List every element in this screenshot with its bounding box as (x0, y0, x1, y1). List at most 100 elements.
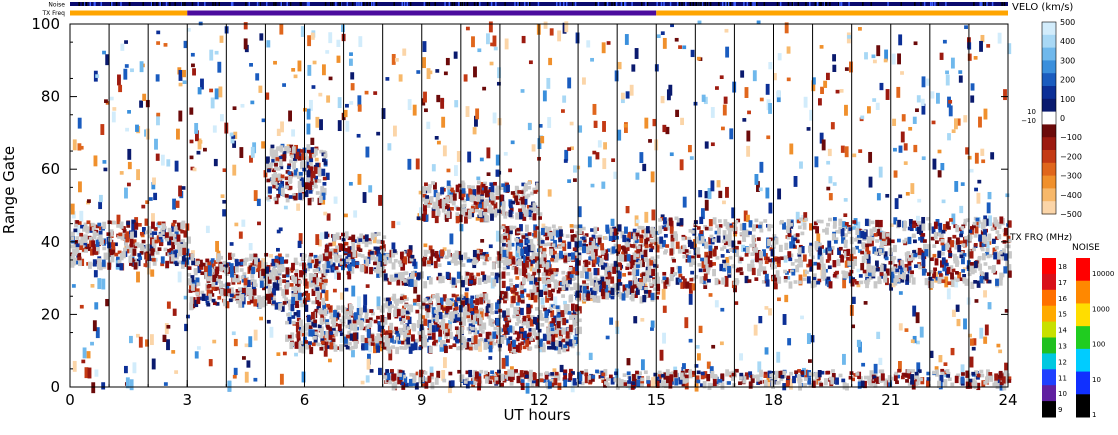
echo-cell (486, 33, 490, 45)
echo-cell (397, 272, 402, 280)
echo-cell (484, 338, 489, 342)
echo-cell (303, 297, 308, 302)
echo-cell (405, 313, 409, 318)
echo-cell (412, 375, 417, 384)
echo-cell (128, 335, 133, 344)
echo-cell (291, 193, 296, 197)
echo-cell (629, 84, 634, 96)
echo-cell (383, 258, 388, 263)
echo-cell (620, 99, 625, 104)
noise-bar-tick (726, 2, 728, 6)
echo-cell (258, 302, 263, 307)
echo-cell (497, 67, 501, 79)
echo-cell (470, 314, 475, 322)
echo-cell (956, 118, 961, 126)
echo-cell (466, 326, 471, 331)
echo-cell (257, 260, 262, 268)
echo-cell (298, 173, 303, 181)
echo-cell (362, 192, 367, 203)
echo-cell (404, 341, 409, 349)
echo-cell (560, 313, 565, 317)
echo-cell (503, 317, 508, 322)
echo-cell (480, 330, 485, 334)
echo-cell (425, 304, 430, 309)
echo-cell (523, 335, 528, 343)
echo-cell (831, 369, 835, 373)
echo-cell (90, 341, 94, 346)
echo-cell (360, 318, 365, 322)
echo-cell (521, 35, 526, 44)
echo-cell (960, 182, 965, 186)
echo-cell (344, 241, 349, 246)
echo-cell (240, 261, 245, 266)
echo-cell (314, 268, 319, 272)
echo-cell (455, 212, 460, 220)
noise-bar-tick (230, 2, 233, 6)
echo-cell (212, 274, 217, 282)
echo-cell (606, 248, 611, 253)
echo-cell (426, 68, 431, 80)
echo-cell (407, 99, 412, 111)
echo-cell (244, 258, 249, 262)
echo-cell (835, 89, 840, 94)
echo-cell (664, 380, 668, 388)
echo-cell (946, 374, 951, 378)
echo-cell (674, 37, 679, 42)
echo-cell (472, 276, 477, 285)
echo-cell (309, 346, 314, 355)
echo-cell (197, 138, 202, 150)
echo-cell (195, 291, 200, 296)
echo-cell (903, 161, 908, 165)
echo-cell (627, 271, 632, 276)
echo-cell (919, 377, 923, 382)
echo-cell (520, 290, 525, 294)
echo-cell (513, 306, 518, 315)
echo-cell (969, 356, 974, 368)
noise-bar-tick (423, 2, 426, 6)
echo-cell (307, 64, 312, 76)
echo-cell (147, 267, 151, 275)
echo-cell (382, 235, 387, 239)
echo-cell (167, 238, 171, 246)
noise-bar-tick (829, 2, 831, 6)
echo-cell (407, 328, 411, 337)
echo-cell (463, 308, 468, 312)
echo-cell (358, 36, 363, 48)
noise-bar-tick (406, 2, 409, 6)
echo-cell (440, 97, 445, 109)
echo-cell (97, 258, 102, 266)
echo-cell (1003, 89, 1007, 101)
echo-cell (582, 299, 587, 304)
echo-cell (561, 277, 566, 285)
echo-cell (941, 199, 946, 204)
echo-cell (503, 211, 508, 219)
echo-cell (372, 236, 377, 244)
echo-cell (218, 285, 223, 289)
echo-cell (189, 303, 194, 311)
echo-cell (574, 314, 579, 323)
noise-bar-tick (613, 2, 616, 6)
echo-cell (137, 253, 142, 257)
noise-label: Noise (48, 2, 65, 9)
echo-cell (291, 146, 296, 154)
echo-cell (839, 89, 844, 93)
echo-cell (587, 375, 592, 383)
echo-cell (95, 327, 100, 339)
echo-cell (399, 320, 404, 325)
echo-cell (376, 232, 381, 236)
echo-cell (825, 72, 830, 81)
echo-cell (535, 336, 540, 340)
echo-cell (230, 270, 234, 278)
echo-cell (650, 320, 655, 328)
echo-cell (206, 289, 211, 297)
echo-cell (299, 270, 303, 278)
echo-cell (905, 191, 910, 196)
echo-cell (364, 90, 369, 95)
echo-cell (777, 188, 782, 200)
echo-cell (554, 245, 559, 250)
echo-cell (248, 243, 253, 251)
echo-cell (307, 344, 312, 349)
echo-cell (174, 160, 179, 172)
echo-cell (500, 233, 505, 242)
echo-cell (418, 346, 423, 351)
